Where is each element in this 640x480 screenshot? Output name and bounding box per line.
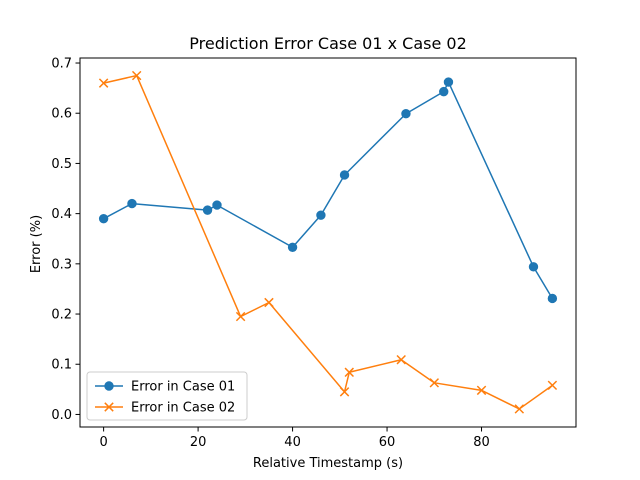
legend-marker-1 [104,381,114,391]
x-tick-label: 80 [473,435,490,450]
data-point-series-2 [98,78,109,88]
data-point-series-1 [287,242,298,252]
data-point-series-1 [202,205,213,215]
plot-area: 0 20 40 60 80 0.0 0.1 0.2 0.3 0.4 0.5 0.6 0.7 [51,57,577,450]
data-point-series-2 [339,387,350,397]
y-tick-label: 0.2 [51,308,72,323]
data-point-series-2 [547,380,558,391]
y-tick-label: 0.7 [51,57,72,72]
data-point-series-1 [212,200,222,210]
y-tick-label: 0.0 [51,408,72,423]
legend-marker-2 [104,402,114,412]
data-point-series-1 [528,262,539,272]
x-tick-label: 40 [284,435,301,450]
data-point-series-2 [429,378,440,388]
x-tick-label: 0 [99,435,107,450]
y-tick-label: 0.6 [51,107,72,122]
legend-label-1: Error in Case 01 [131,380,235,395]
data-point-series-2 [131,70,142,81]
data-point-series-1 [401,109,411,119]
data-point-series-1 [439,86,449,97]
data-point-series-2 [476,385,487,396]
data-point-series-1 [316,210,326,220]
data-point-series-1 [339,170,350,180]
data-point-series-1 [127,198,137,209]
legend-label-2: Error in Case 02 [131,401,235,416]
y-tick-label: 0.3 [51,257,72,272]
data-point-series-2 [344,367,354,378]
data-point-series-2 [514,404,525,414]
chart-title: Prediction Error Case 01 x Case 02 [189,34,467,53]
data-point-series-1 [98,213,109,224]
axes-frame [79,57,577,428]
data-point-series-1 [547,293,558,304]
legend-box [86,371,248,421]
data-point-series-1 [443,77,454,87]
data-point-series-2 [396,354,406,365]
legend: Error in Case 01 Error in Case 02 [86,371,248,421]
y-axis-label: Error (%) [29,215,44,273]
x-tick-label: 20 [190,435,207,450]
y-tick-label: 0.4 [51,207,72,222]
y-tick-label: 0.1 [51,358,72,373]
data-point-series-2 [264,297,274,308]
y-tick-label: 0.5 [51,157,72,172]
data-point-series-2 [235,311,246,322]
x-axis-label: Relative Timestamp (s) [253,456,403,471]
x-tick-label: 60 [379,435,396,450]
